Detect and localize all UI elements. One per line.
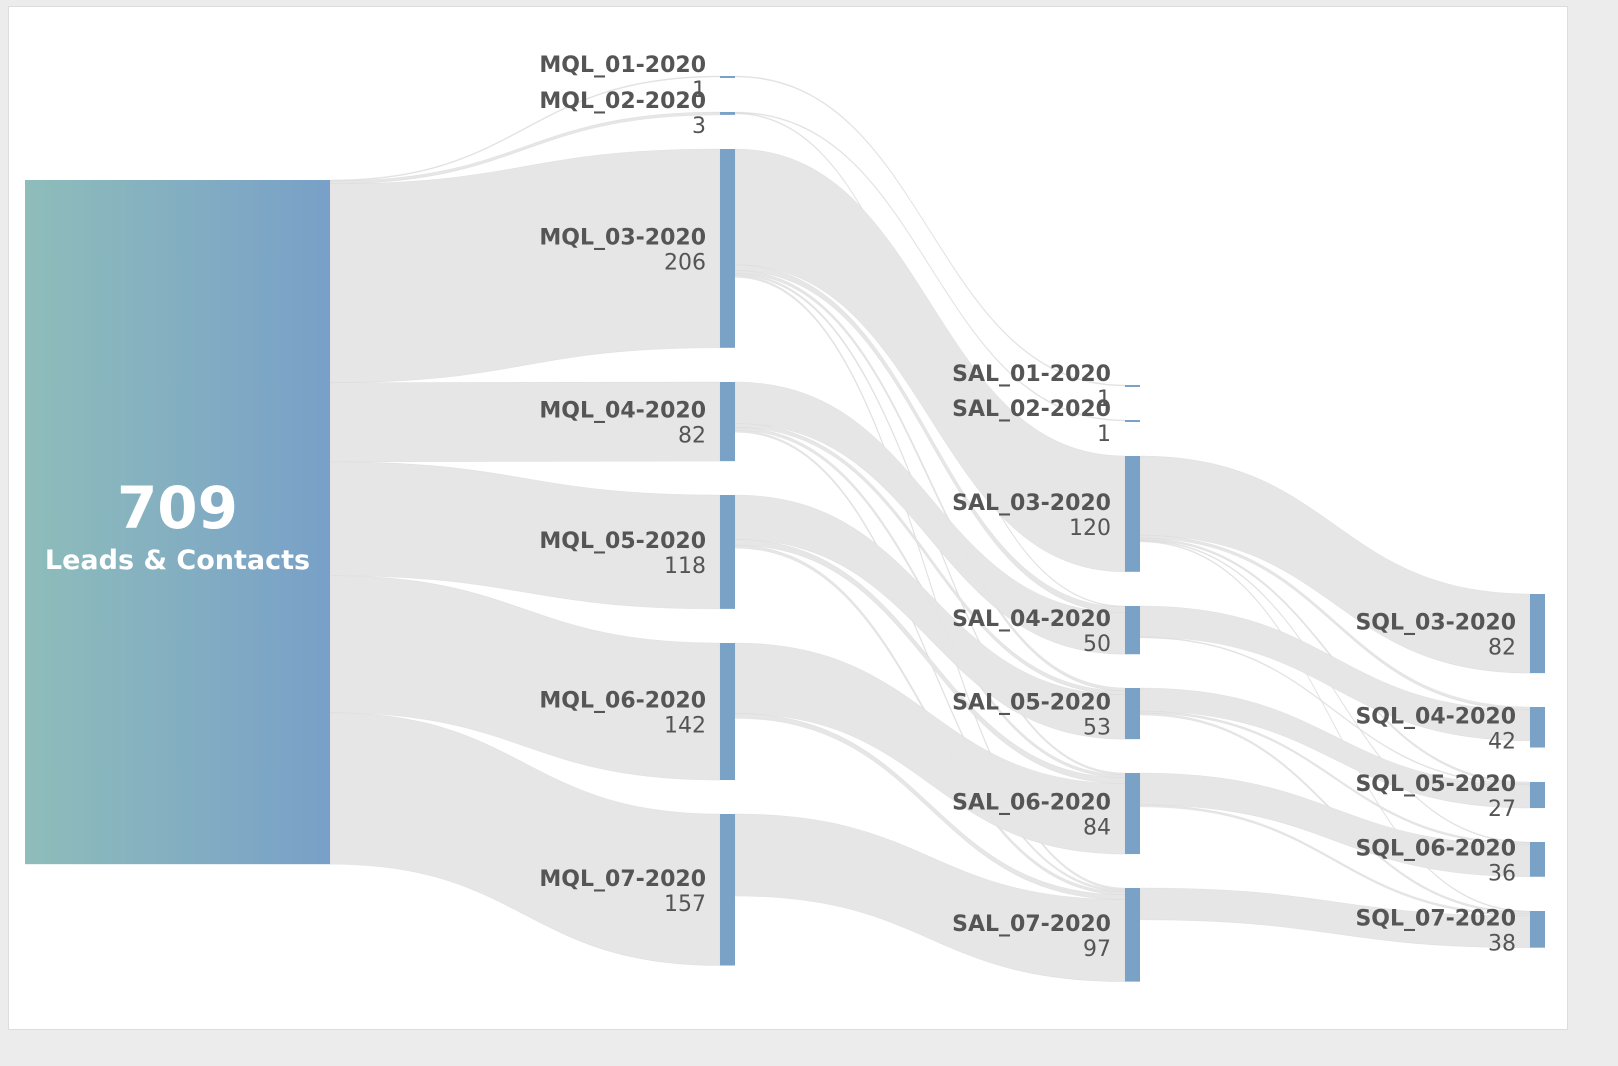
node-label-mql_06-2020: MQL_06-2020 xyxy=(539,689,706,714)
node-label-sql_06-2020: SQL_06-2020 xyxy=(1355,836,1516,861)
sankey-node-mql_03-2020[interactable] xyxy=(720,149,735,348)
node-label-sal_02-2020: SAL_02-2020 xyxy=(952,397,1111,422)
node-label-sql_07-2020: SQL_07-2020 xyxy=(1355,906,1516,931)
sankey-node-mql_04-2020[interactable] xyxy=(720,382,735,462)
sankey-node-sql_05-2020[interactable] xyxy=(1530,782,1545,809)
node-value-sql_03-2020: 82 xyxy=(1488,636,1516,661)
node-label-sal_03-2020: SAL_03-2020 xyxy=(952,491,1111,516)
sankey-node-sal_03-2020[interactable] xyxy=(1125,456,1140,572)
root-node-group: 709 Leads & Contacts xyxy=(25,180,330,865)
node-value-sal_02-2020: 1 xyxy=(1097,422,1111,447)
root-value: 709 xyxy=(117,474,238,542)
root-node[interactable] xyxy=(25,180,330,865)
links-layer xyxy=(329,75,1531,982)
node-value-mql_06-2020: 142 xyxy=(664,714,706,739)
node-value-sal_06-2020: 84 xyxy=(1083,816,1111,841)
node-label-sal_05-2020: SAL_05-2020 xyxy=(952,691,1111,716)
sankey-link-root-to-mql_03-2020[interactable] xyxy=(329,148,721,383)
node-value-sal_01-2020: 1 xyxy=(1097,387,1111,412)
node-label-sql_03-2020: SQL_03-2020 xyxy=(1355,611,1516,636)
node-label-mql_01-2020: MQL_01-2020 xyxy=(539,53,706,78)
node-label-sql_05-2020: SQL_05-2020 xyxy=(1355,772,1516,797)
sankey-node-mql_06-2020[interactable] xyxy=(720,643,735,781)
sankey-node-sql_03-2020[interactable] xyxy=(1530,594,1545,674)
node-label-mql_05-2020: MQL_05-2020 xyxy=(539,529,706,554)
root-label: Leads & Contacts xyxy=(45,545,310,576)
node-value-sql_04-2020: 42 xyxy=(1488,729,1516,754)
node-value-mql_02-2020: 3 xyxy=(692,114,706,139)
sankey-node-sql_06-2020[interactable] xyxy=(1530,842,1545,877)
node-label-mql_04-2020: MQL_04-2020 xyxy=(539,399,706,424)
node-value-sal_03-2020: 120 xyxy=(1069,516,1111,541)
sankey-node-sal_04-2020[interactable] xyxy=(1125,606,1140,655)
node-label-sal_07-2020: SAL_07-2020 xyxy=(952,912,1111,937)
sankey-node-mql_02-2020[interactable] xyxy=(720,112,735,115)
sankey-node-mql_05-2020[interactable] xyxy=(720,495,735,609)
sankey-node-sal_07-2020[interactable] xyxy=(1125,888,1140,982)
node-value-sql_06-2020: 36 xyxy=(1488,861,1516,886)
sankey-node-sal_01-2020[interactable] xyxy=(1125,385,1140,387)
node-label-sal_06-2020: SAL_06-2020 xyxy=(952,791,1111,816)
sankey-node-sal_06-2020[interactable] xyxy=(1125,773,1140,855)
node-value-mql_07-2020: 157 xyxy=(664,892,706,917)
node-value-mql_01-2020: 1 xyxy=(692,78,706,103)
node-label-sql_04-2020: SQL_04-2020 xyxy=(1355,704,1516,729)
node-value-sal_05-2020: 53 xyxy=(1083,716,1111,741)
node-value-sql_07-2020: 38 xyxy=(1488,931,1516,956)
node-value-sql_05-2020: 27 xyxy=(1488,797,1516,822)
sankey-node-mql_07-2020[interactable] xyxy=(720,814,735,966)
nodes-layer xyxy=(720,76,1545,982)
node-value-sal_04-2020: 50 xyxy=(1083,632,1111,657)
sankey-node-sql_07-2020[interactable] xyxy=(1530,911,1545,948)
node-value-sal_07-2020: 97 xyxy=(1083,937,1111,962)
node-value-mql_03-2020: 206 xyxy=(664,250,706,275)
labels-layer: MQL_01-20201MQL_02-20203MQL_03-2020206MQ… xyxy=(539,53,1516,962)
node-label-mql_03-2020: MQL_03-2020 xyxy=(539,225,706,250)
sankey-node-sal_02-2020[interactable] xyxy=(1125,420,1140,422)
node-label-sal_01-2020: SAL_01-2020 xyxy=(952,362,1111,387)
sankey-node-mql_01-2020[interactable] xyxy=(720,76,735,78)
node-label-mql_07-2020: MQL_07-2020 xyxy=(539,867,706,892)
node-label-sal_04-2020: SAL_04-2020 xyxy=(952,607,1111,632)
node-value-mql_04-2020: 82 xyxy=(678,424,706,449)
sankey-node-sql_04-2020[interactable] xyxy=(1530,707,1545,748)
node-value-mql_05-2020: 118 xyxy=(664,554,706,579)
node-label-mql_02-2020: MQL_02-2020 xyxy=(539,89,706,114)
sankey-node-sal_05-2020[interactable] xyxy=(1125,688,1140,740)
